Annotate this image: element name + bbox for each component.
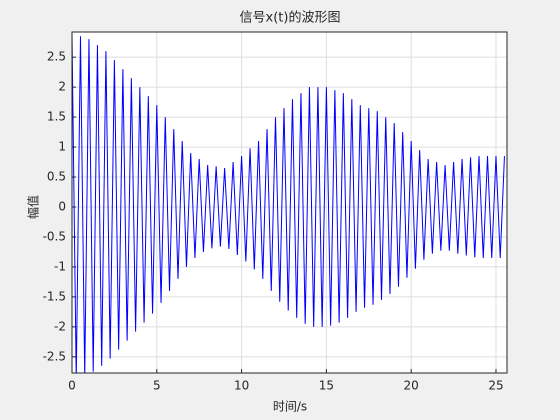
y-tick-label: -1 — [54, 259, 66, 273]
x-axis-label: 时间/s — [273, 400, 307, 414]
x-tick-label: 10 — [234, 379, 249, 393]
y-tick-label: 0 — [58, 199, 66, 213]
y-tick-label: -0.5 — [43, 229, 66, 243]
chart-title: 信号x(t)的波形图 — [240, 10, 341, 26]
x-tick-label: 5 — [153, 379, 161, 393]
signal-line — [72, 33, 505, 373]
y-tick-label: -1.5 — [43, 289, 66, 303]
y-tick-label: 2.5 — [47, 50, 66, 64]
x-tick-label: 15 — [319, 379, 334, 393]
axes-box — [71, 31, 508, 374]
y-tick-label: 1.5 — [47, 110, 66, 124]
y-tick-label: 2 — [58, 80, 66, 94]
x-tick-label: 25 — [488, 379, 503, 393]
y-axis-label: 幅值 — [26, 195, 41, 219]
y-tick-label: -2 — [54, 319, 66, 333]
y-tick-label: 0.5 — [47, 170, 66, 184]
y-tick-label: 1 — [58, 140, 66, 154]
x-tick-label: 0 — [68, 379, 76, 393]
plot-area — [72, 32, 507, 373]
x-tick-label: 20 — [404, 379, 419, 393]
y-tick-label: -2.5 — [43, 349, 66, 363]
